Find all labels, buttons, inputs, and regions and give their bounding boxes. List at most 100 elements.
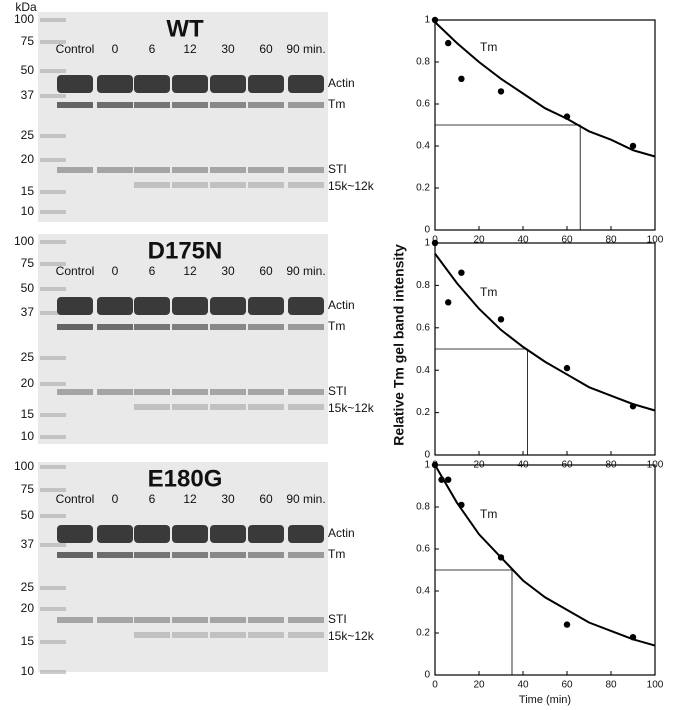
actin-band — [210, 297, 246, 315]
fragment-band — [288, 404, 324, 410]
series-label: Tm — [480, 40, 497, 54]
tm-band — [288, 552, 324, 558]
marker-band — [40, 18, 66, 22]
y-tick-label: 1 — [424, 238, 430, 249]
half-life-line — [435, 124, 581, 230]
lane-label: 30 — [221, 264, 235, 278]
actin-band — [248, 525, 284, 543]
actin-band — [172, 75, 208, 93]
lane-label: 0 — [112, 492, 119, 506]
data-point — [445, 299, 452, 306]
sti-band — [288, 167, 324, 173]
actin-band — [97, 75, 133, 93]
data-point — [563, 364, 571, 372]
lane-label: 90 min. — [286, 492, 325, 506]
marker-band — [40, 435, 66, 439]
fragment-band — [210, 182, 246, 188]
x-tick-label: 0 — [432, 680, 438, 691]
sti-band — [57, 167, 93, 173]
data-point — [431, 16, 439, 24]
actin-band — [288, 525, 324, 543]
y-tick-label: 0 — [424, 670, 430, 681]
marker-label: 20 — [21, 601, 35, 615]
data-point — [445, 39, 452, 47]
sti-band — [288, 617, 324, 623]
actin-band — [57, 297, 93, 315]
x-tick-label: 20 — [473, 235, 485, 246]
lane-label: 6 — [149, 42, 156, 56]
marker-band — [40, 240, 66, 244]
x-axis-label: Time (min) — [519, 694, 571, 706]
fragment-band — [134, 404, 170, 410]
sti-band — [97, 617, 133, 623]
fragment-band — [248, 182, 284, 188]
fragment-band — [134, 632, 170, 638]
tm-band — [248, 324, 284, 330]
marker-band — [40, 210, 66, 214]
marker-band — [40, 607, 66, 611]
tm-band — [172, 102, 208, 108]
actin-band — [210, 75, 246, 93]
actin-band — [97, 297, 133, 315]
series-label: Tm — [480, 285, 497, 299]
sti-band — [288, 389, 324, 395]
marker-label: 15 — [21, 184, 35, 198]
sti-band — [57, 617, 93, 623]
data-point — [629, 142, 637, 150]
sti-band — [134, 167, 170, 173]
data-point — [497, 316, 505, 323]
half-life-line — [435, 569, 513, 675]
x-tick-label: 40 — [517, 235, 529, 246]
marker-label: 20 — [21, 152, 35, 166]
marker-label: 15 — [21, 407, 35, 421]
tm-band — [288, 324, 324, 330]
data-point — [497, 554, 505, 561]
data-point — [458, 269, 465, 276]
actin-band — [248, 75, 284, 93]
tm-band — [134, 324, 170, 330]
gel-title: D175N — [148, 237, 223, 264]
fragment-band — [134, 182, 170, 188]
y-tick-label: 0.8 — [416, 502, 430, 513]
marker-label: 10 — [21, 204, 35, 218]
band-label: STI — [328, 384, 347, 398]
y-tick-label: 0.2 — [416, 183, 430, 194]
actin-band — [210, 525, 246, 543]
marker-label: 50 — [21, 508, 35, 522]
band-label: Actin — [328, 298, 355, 312]
marker-band — [40, 413, 66, 417]
fragment-band — [248, 632, 284, 638]
data-point — [629, 403, 637, 410]
fit-curve — [434, 21, 656, 158]
marker-label: 15 — [21, 634, 35, 648]
lane-label: 30 — [221, 492, 235, 506]
tm-band — [172, 324, 208, 330]
gel-title: WT — [166, 15, 204, 42]
lane-label: 90 min. — [286, 42, 325, 56]
lane-label: 90 min. — [286, 264, 325, 278]
tm-band — [288, 102, 324, 108]
y-tick-label: 0.4 — [416, 365, 430, 376]
actin-band — [57, 525, 93, 543]
x-tick-label: 40 — [517, 680, 529, 691]
x-tick-label: 100 — [647, 680, 664, 691]
fit-curve — [434, 253, 656, 412]
marker-label: 20 — [21, 376, 35, 390]
half-life-line — [435, 348, 528, 455]
marker-label: 75 — [21, 256, 35, 270]
lane-label: 12 — [183, 492, 197, 506]
marker-label: 50 — [21, 63, 35, 77]
marker-band — [40, 94, 66, 98]
fragment-band — [210, 632, 246, 638]
band-label: 15k~12k — [328, 179, 375, 193]
marker-band — [40, 69, 66, 73]
sti-band — [248, 167, 284, 173]
units-label: kDa — [15, 0, 37, 14]
lane-label: 60 — [259, 42, 273, 56]
data-point — [497, 88, 505, 95]
sti-band — [134, 617, 170, 623]
y-tick-label: 0.6 — [416, 322, 430, 333]
marker-label: 10 — [21, 429, 35, 443]
actin-band — [172, 525, 208, 543]
y-tick-label: 0.2 — [416, 628, 430, 639]
